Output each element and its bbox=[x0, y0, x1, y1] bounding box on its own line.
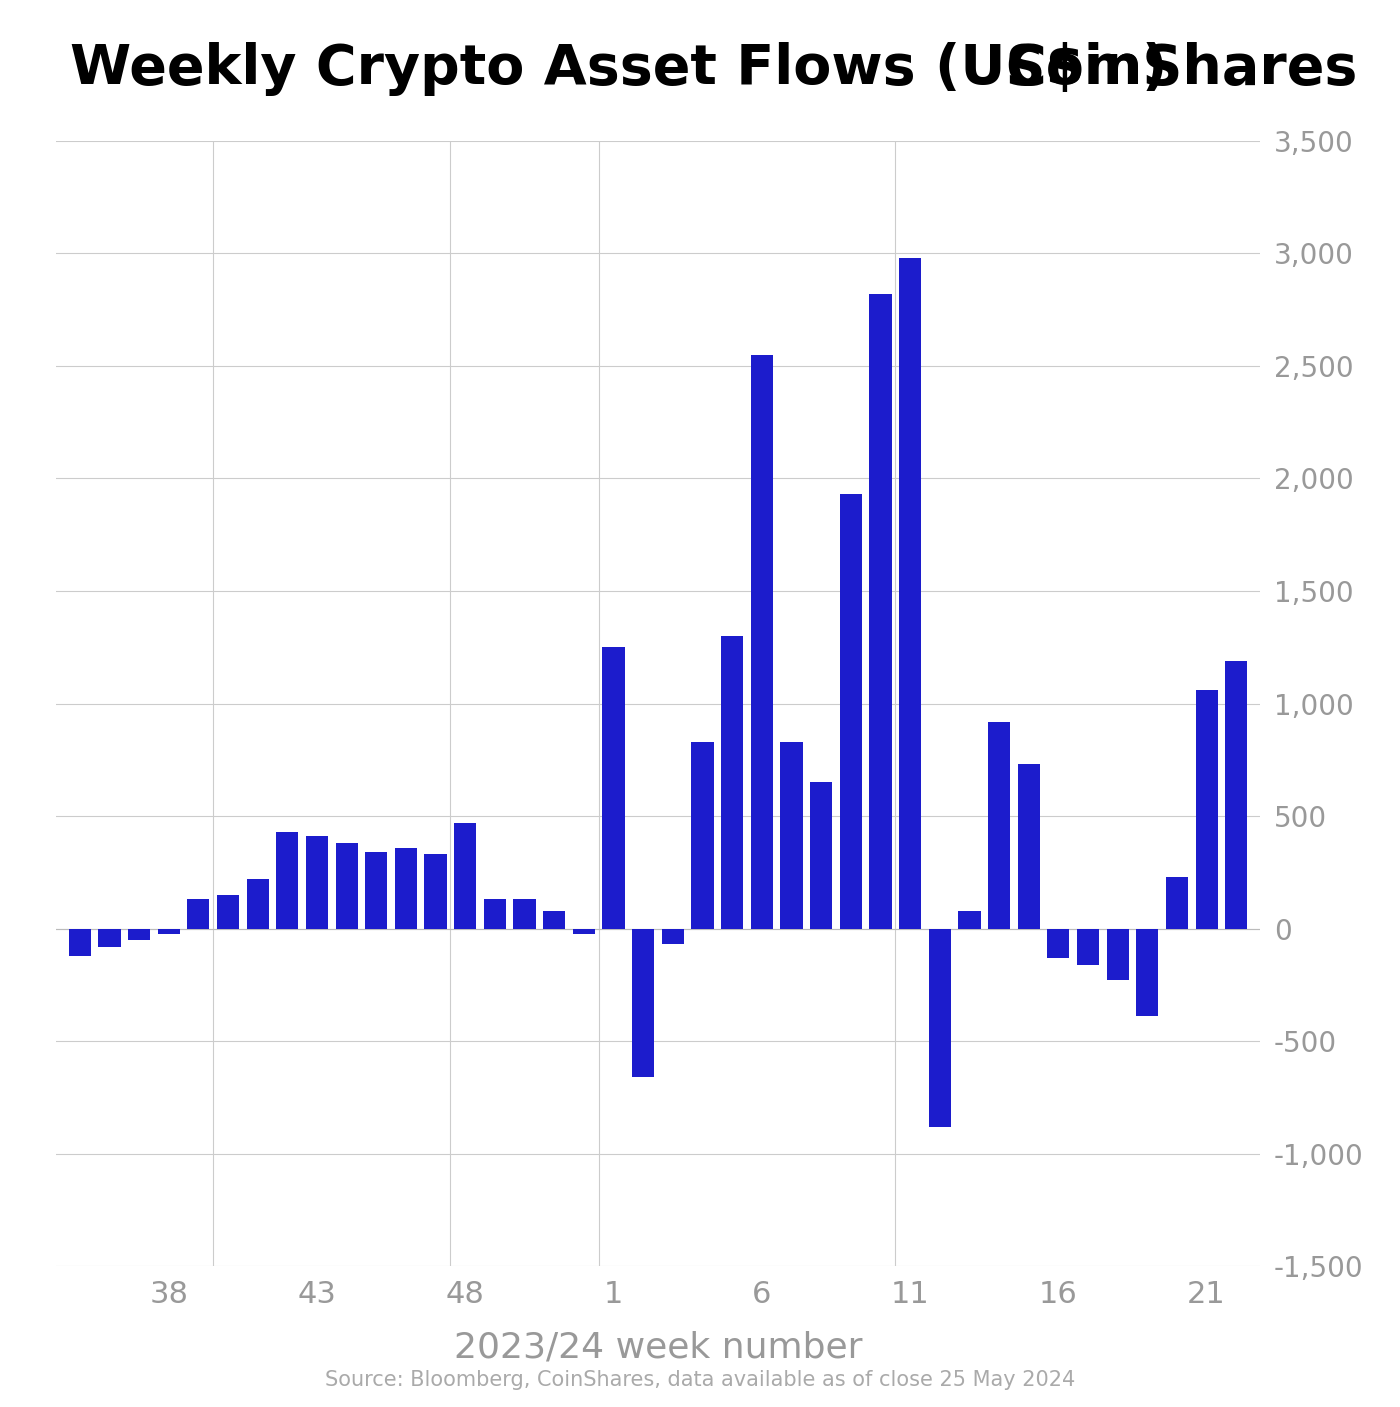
Bar bbox=[662, 929, 685, 944]
Bar bbox=[1047, 929, 1070, 958]
Bar bbox=[276, 832, 298, 929]
Bar bbox=[899, 257, 921, 929]
Bar bbox=[69, 929, 91, 955]
Bar bbox=[721, 636, 743, 929]
Bar bbox=[1137, 929, 1158, 1016]
Bar bbox=[543, 910, 566, 929]
Text: Weekly Crypto Asset Flows (US$m): Weekly Crypto Asset Flows (US$m) bbox=[70, 42, 1168, 96]
Bar bbox=[484, 899, 505, 929]
Bar bbox=[1166, 877, 1189, 929]
Bar bbox=[424, 854, 447, 929]
Bar bbox=[305, 836, 328, 929]
Bar bbox=[573, 929, 595, 934]
Bar bbox=[127, 929, 150, 940]
Bar bbox=[869, 294, 892, 929]
Bar bbox=[1225, 661, 1247, 929]
Bar bbox=[1077, 929, 1099, 965]
Bar bbox=[631, 929, 654, 1078]
Bar bbox=[454, 823, 476, 929]
Bar bbox=[750, 355, 773, 929]
Bar bbox=[514, 899, 536, 929]
Bar bbox=[336, 843, 358, 929]
Bar bbox=[692, 741, 714, 929]
Bar bbox=[158, 929, 179, 934]
Bar bbox=[1106, 929, 1128, 981]
Text: Source: Bloomberg, CoinShares, data available as of close 25 May 2024: Source: Bloomberg, CoinShares, data avai… bbox=[325, 1370, 1075, 1390]
Bar bbox=[188, 899, 210, 929]
Bar bbox=[928, 929, 951, 1127]
Bar bbox=[1196, 689, 1218, 929]
Bar bbox=[811, 782, 832, 929]
Text: CoinShares: CoinShares bbox=[1005, 42, 1358, 96]
X-axis label: 2023/24 week number: 2023/24 week number bbox=[454, 1330, 862, 1363]
Bar bbox=[602, 647, 624, 929]
Bar bbox=[840, 494, 862, 929]
Bar bbox=[98, 929, 120, 947]
Bar bbox=[1018, 764, 1040, 929]
Bar bbox=[988, 722, 1011, 929]
Bar bbox=[246, 879, 269, 929]
Bar bbox=[780, 741, 802, 929]
Bar bbox=[395, 847, 417, 929]
Bar bbox=[958, 910, 980, 929]
Bar bbox=[217, 895, 239, 929]
Bar bbox=[365, 853, 388, 929]
